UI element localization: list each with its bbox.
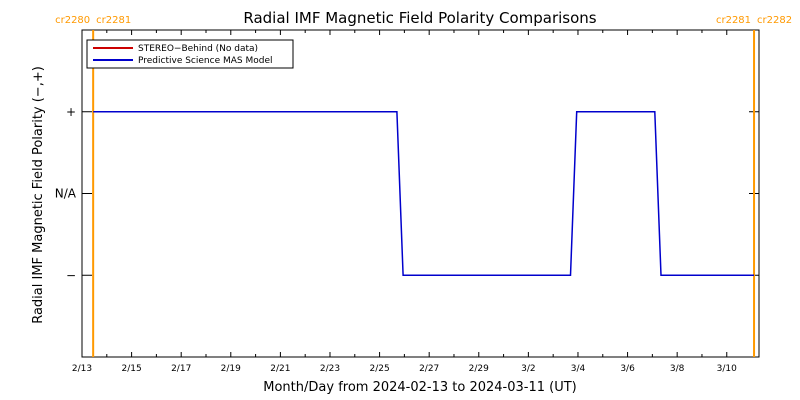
legend-label-stereo: STEREO−Behind (No data): [138, 44, 258, 54]
carrington-label-left: cr2281: [716, 15, 751, 26]
x-tick-label: 3/2: [521, 364, 535, 374]
x-axis-ticks: 2/13 2/15 2/17 2/19 2/21 2/23 2/25 2/27 2/29 3/2 3…: [72, 30, 737, 374]
x-tick-label: 2/15: [121, 364, 141, 374]
series-lines: [93, 111, 754, 277]
chart-title: Radial IMF Magnetic Field Polarity Compa…: [243, 9, 596, 27]
legend-label-mas-model: Predictive Science MAS Model: [138, 56, 273, 66]
x-axis-label: Month/Day from 2024-02-13 to 2024-03-11 …: [263, 380, 576, 395]
x-tick-label: 2/21: [270, 364, 290, 374]
carrington-label-right: cr2281: [96, 15, 131, 26]
carrington-label-right: cr2282: [757, 15, 792, 26]
x-tick-label: 3/4: [571, 364, 586, 374]
carrington-labels: cr2280 cr2281 cr2281 cr2282: [55, 15, 792, 26]
x-tick-label: 2/25: [369, 364, 389, 374]
y-tick-label: +: [66, 105, 76, 119]
carrington-markers: [92, 30, 756, 357]
x-tick-label: 2/13: [72, 364, 92, 374]
carrington-label-left: cr2280: [55, 15, 90, 26]
x-tick-label: 2/27: [419, 364, 439, 374]
x-tick-label: 2/23: [320, 364, 340, 374]
x-tick-label: 2/29: [469, 364, 489, 374]
legend-box: [86, 39, 294, 69]
x-tick-label: 2/17: [171, 364, 191, 374]
x-tick-label: 3/10: [717, 364, 737, 374]
y-tick-label: −: [66, 268, 76, 282]
series-line-mas-model: [93, 111, 754, 277]
x-tick-label: 2/19: [221, 364, 241, 374]
y-tick-label: N/A: [55, 187, 77, 201]
x-tick-label: 3/6: [620, 364, 635, 374]
y-axis-label: Radial IMF Magnetic Field Polarity (−,+): [31, 66, 46, 324]
legend: STEREO−Behind (No data) Predictive Scien…: [86, 39, 294, 69]
y-axis-ticks: + N/A −: [55, 105, 759, 282]
x-tick-label: 3/8: [670, 364, 685, 374]
